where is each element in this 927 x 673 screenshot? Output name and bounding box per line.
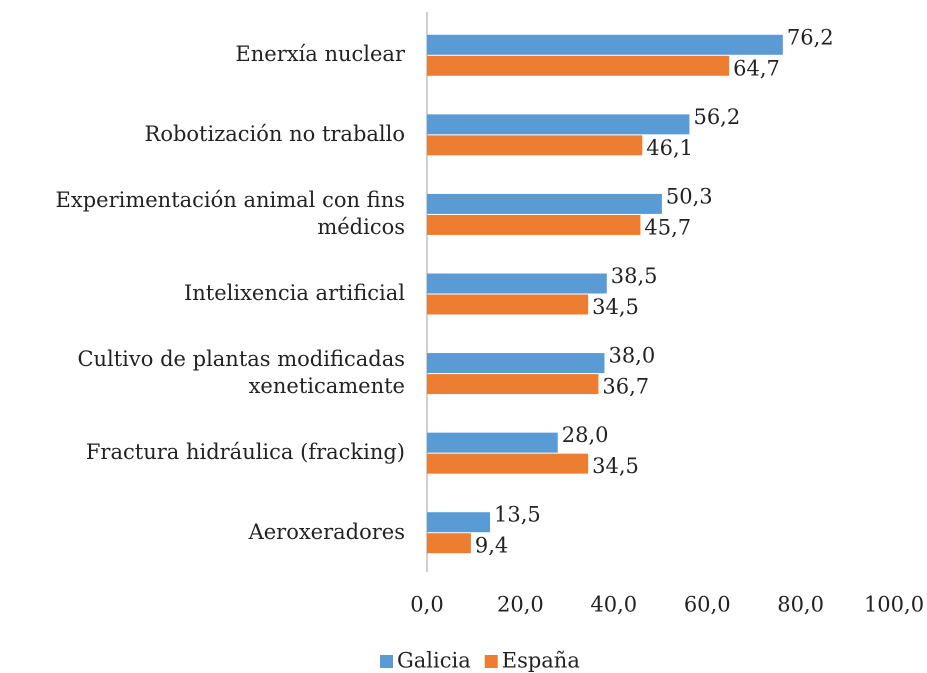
data-label: 46,1: [646, 136, 693, 160]
x-tick-label: 40,0: [590, 593, 637, 617]
y-tick-label: Experimentación animal con fins médicos: [55, 187, 405, 239]
data-label: 76,2: [787, 25, 834, 49]
bar: [427, 294, 589, 315]
bar: [427, 135, 643, 156]
bar: [427, 193, 662, 214]
bar: [427, 114, 690, 135]
y-tick-label: Robotización no traballo: [144, 121, 405, 146]
legend-swatch: [380, 655, 393, 668]
bar: [427, 353, 605, 374]
data-label: 28,0: [562, 423, 609, 447]
data-label: 38,0: [608, 344, 655, 368]
y-tick-label: Cultivo de plantas modificadas xeneticam…: [77, 346, 405, 399]
data-label: 38,5: [611, 264, 658, 288]
x-tick-label: 60,0: [684, 593, 731, 617]
bar: [427, 34, 783, 55]
data-label: 45,7: [644, 215, 691, 239]
category-label-box: Intelixencia artificial: [183, 280, 405, 305]
x-tick-label: 100,0: [864, 593, 924, 617]
bar: [427, 512, 491, 533]
x-tick-label: 20,0: [497, 593, 544, 617]
data-label: 64,7: [733, 56, 780, 80]
category-label-box: Robotización no traballo: [144, 121, 405, 146]
data-label: 36,7: [602, 375, 649, 399]
category-label-box: Aeroxeradores: [248, 519, 405, 544]
data-label: 9,4: [475, 534, 508, 558]
bar: [427, 533, 471, 554]
legend-swatch: [484, 655, 498, 668]
data-label: 13,5: [494, 503, 541, 527]
bar: [427, 453, 589, 474]
category-label-box: Cultivo de plantas modificadas xeneticam…: [77, 346, 405, 399]
y-tick-label: Aeroxeradores: [248, 519, 405, 544]
bar: [427, 214, 641, 235]
data-label: 56,2: [693, 105, 740, 129]
data-label: 50,3: [666, 184, 713, 208]
legend-label: España: [502, 649, 580, 673]
x-tick-label: 0,0: [410, 593, 443, 617]
y-tick-label: Enerxía nuclear: [235, 42, 405, 67]
data-label: 34,5: [592, 454, 639, 478]
y-tick-label: Intelixencia artificial: [183, 280, 405, 305]
y-tick-label: Fractura hidráulica (fracking): [85, 439, 405, 464]
bar: [427, 374, 599, 395]
legend-label: Galicia: [397, 649, 471, 673]
category-label-box: Fractura hidráulica (fracking): [85, 439, 405, 464]
bar: [427, 273, 607, 294]
bar: [427, 55, 730, 76]
bar: [427, 432, 558, 453]
category-label-box: Experimentación animal con fins médicos: [55, 187, 405, 239]
category-label-box: Enerxía nuclear: [235, 42, 405, 67]
data-label: 34,5: [592, 295, 639, 319]
x-tick-label: 80,0: [777, 593, 824, 617]
